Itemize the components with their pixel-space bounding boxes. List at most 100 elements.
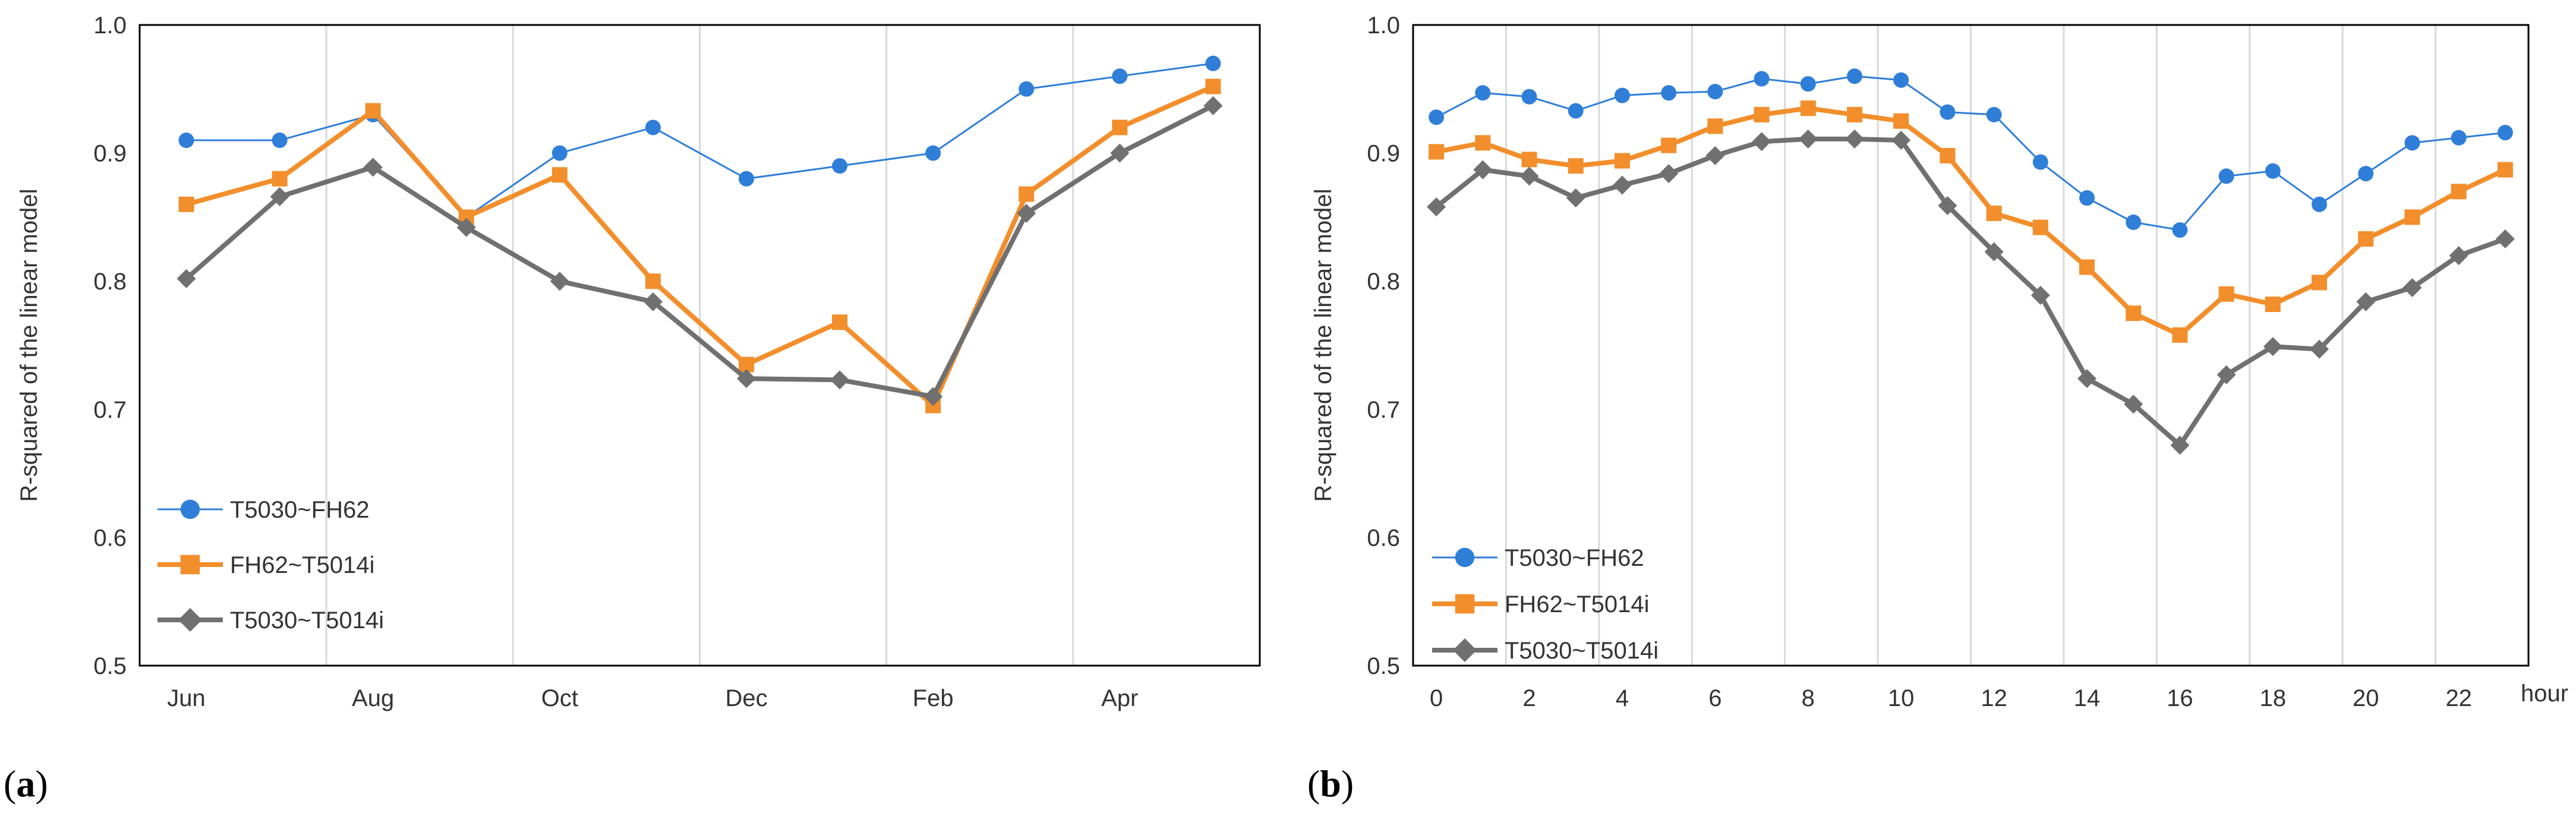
data-point [1519, 166, 1539, 186]
y-tick-label: 0.7 [93, 397, 127, 423]
x-tick-label: 0 [1430, 685, 1443, 711]
data-point [737, 369, 756, 389]
data-point [2402, 278, 2422, 297]
data-point [2126, 305, 2142, 322]
data-point [1940, 147, 1956, 163]
y-tick-label: 0.7 [1367, 397, 1400, 423]
data-point [180, 554, 200, 575]
x-tick-label: 6 [1708, 685, 1721, 711]
chart-panel-b: 0.5 0.6 0.7 0.8 0.9 1.0 0 2 4 6 8 10 12 14 16 18 20 22 R… [1307, 12, 2568, 805]
legend-entry: T5030~T5014i [157, 607, 384, 634]
data-point [1429, 109, 1445, 125]
data-point [2404, 135, 2420, 151]
data-point [272, 133, 288, 149]
plot-frame-a [138, 24, 1261, 667]
data-point [1846, 68, 1862, 84]
data-point [176, 269, 196, 288]
legend-entry: T5030~FH62 [157, 497, 370, 523]
gridlines-b [1505, 25, 2437, 666]
data-point [2358, 166, 2374, 182]
data-point [2218, 286, 2234, 302]
x-tick-label: 22 [2445, 685, 2472, 711]
x-tick-label: 10 [1888, 685, 1915, 711]
data-point [1800, 100, 1816, 116]
y-tick-label: 0.5 [1367, 653, 1400, 679]
legend-a: T5030~FH62 FH62~T5014i T5030~T5014i [157, 497, 384, 634]
series-3 [176, 96, 1223, 407]
series-3 [1427, 129, 2515, 455]
data-point [1614, 153, 1630, 169]
data-point [645, 273, 661, 289]
data-point [1521, 152, 1537, 168]
data-point [1568, 158, 1584, 174]
data-point [1112, 68, 1128, 84]
data-point [1019, 81, 1035, 97]
x-tick-label: 12 [1981, 685, 2007, 711]
data-point [2032, 219, 2048, 235]
data-point [180, 499, 200, 519]
data-point [1800, 76, 1816, 92]
y-tick-label: 0.5 [93, 653, 127, 679]
data-point [830, 370, 850, 390]
data-point [2263, 337, 2282, 357]
data-point [1798, 129, 1818, 149]
data-point [1984, 242, 2004, 262]
data-point [832, 158, 848, 174]
data-point [1986, 205, 2002, 221]
legend-b: T5030~FH62 FH62~T5014i T5030~T5014i [1432, 545, 1659, 664]
data-point [178, 133, 194, 149]
data-point [739, 171, 755, 187]
data-point [272, 171, 288, 187]
data-point [2451, 184, 2467, 200]
x-tick-label: 4 [1616, 685, 1629, 711]
data-point [1473, 160, 1493, 179]
data-point [1112, 119, 1128, 136]
x-axis-label-b: hour [2521, 680, 2568, 707]
y-tick-label: 0.6 [1367, 525, 1400, 551]
x-tick-label: Oct [541, 685, 578, 711]
data-point [178, 196, 194, 212]
data-point [1707, 118, 1723, 134]
data-point [1614, 87, 1630, 103]
data-point [2126, 215, 2142, 231]
data-point [1475, 135, 1491, 151]
x-tick-label: 16 [2167, 685, 2193, 711]
x-tick-label: Feb [913, 685, 954, 711]
data-point [2172, 327, 2188, 343]
series-layer-b [1427, 68, 2515, 455]
data-point [551, 167, 567, 183]
data-point [2032, 154, 2048, 170]
legend-label: FH62~T5014i [1505, 591, 1649, 617]
legend-label: T5030~T5014i [230, 607, 384, 634]
data-point [1566, 188, 1585, 208]
x-tick-label: Aug [352, 685, 394, 711]
data-point [1891, 131, 1911, 150]
data-point [1846, 106, 1862, 122]
data-point [2495, 229, 2515, 249]
data-point [2451, 130, 2467, 146]
chart-panel-a: 0.5 0.6 0.7 0.8 0.9 1.0 Jun Aug Oct Dec Feb Apr R-… [4, 12, 1261, 805]
data-point [1455, 594, 1475, 614]
x-axis-a: Jun Aug Oct Dec Feb Apr [167, 685, 1138, 711]
data-point [2356, 292, 2376, 311]
y-axis-label-a: R-squared of the linear model [16, 189, 42, 502]
y-tick-label: 0.8 [93, 269, 127, 295]
data-point [2030, 285, 2050, 305]
x-tick-label: Dec [725, 685, 767, 711]
y-tick-label: 0.8 [1367, 269, 1400, 295]
data-point [2077, 369, 2097, 389]
data-point [2312, 196, 2328, 212]
series-line [186, 62, 1213, 218]
legend-label: T5030~T5014i [1505, 638, 1659, 664]
data-point [1429, 144, 1445, 160]
x-tick-label: 2 [1522, 685, 1535, 711]
legend-label: T5030~FH62 [1505, 545, 1644, 571]
data-point [1893, 72, 1909, 88]
data-point [1844, 129, 1864, 149]
x-tick-label: 14 [2074, 685, 2101, 711]
data-point [270, 187, 289, 206]
gridlines-a [325, 25, 1074, 666]
data-point [2497, 125, 2513, 141]
legend-label: FH62~T5014i [230, 552, 374, 578]
data-point [550, 272, 569, 291]
